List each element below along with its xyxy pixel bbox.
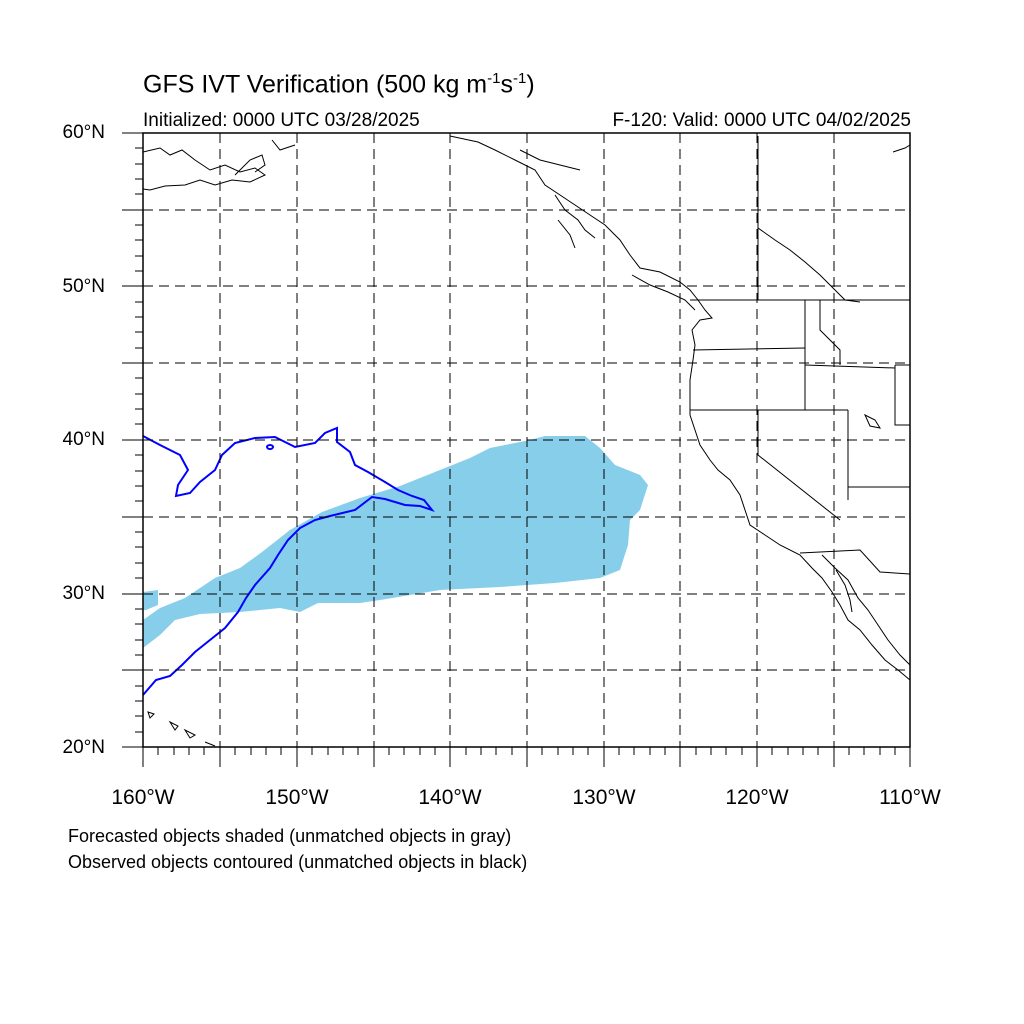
initialized-label: Initialized: 0000 UTC 03/28/2025 [143,110,420,131]
forecast-ivt-object-small [143,590,158,610]
axis-ticks [122,132,911,767]
lat-label-60n: 60°N [62,122,105,143]
lon-label-110w: 110°W [879,786,941,809]
lon-label-150w: 150°W [265,786,329,809]
lat-label-40n: 40°N [62,429,105,450]
caption-observed: Observed objects contoured (unmatched ob… [68,852,528,872]
lon-label-130w: 130°W [572,786,636,809]
lon-label-120w: 120°W [725,786,789,809]
lat-label-50n: 50°N [62,276,105,297]
lat-label-30n: 30°N [62,583,105,604]
coastlines [142,135,911,681]
lat-label-20n: 20°N [62,737,105,758]
lon-label-140w: 140°W [418,786,482,809]
observed-ivt-contour [142,426,435,696]
lat-lon-grid [143,133,910,747]
observed-small-contour [266,444,274,450]
chart-title: GFS IVT Verification (500 kg m-1s-1) [143,70,535,99]
political-boundaries [690,136,911,575]
islands [147,413,882,747]
valid-time-label: F-120: Valid: 0000 UTC 04/02/2025 [612,110,911,131]
forecast-ivt-object [143,436,648,648]
caption-forecast: Forecasted objects shaded (unmatched obj… [68,826,512,846]
lon-label-160w: 160°W [111,786,175,809]
